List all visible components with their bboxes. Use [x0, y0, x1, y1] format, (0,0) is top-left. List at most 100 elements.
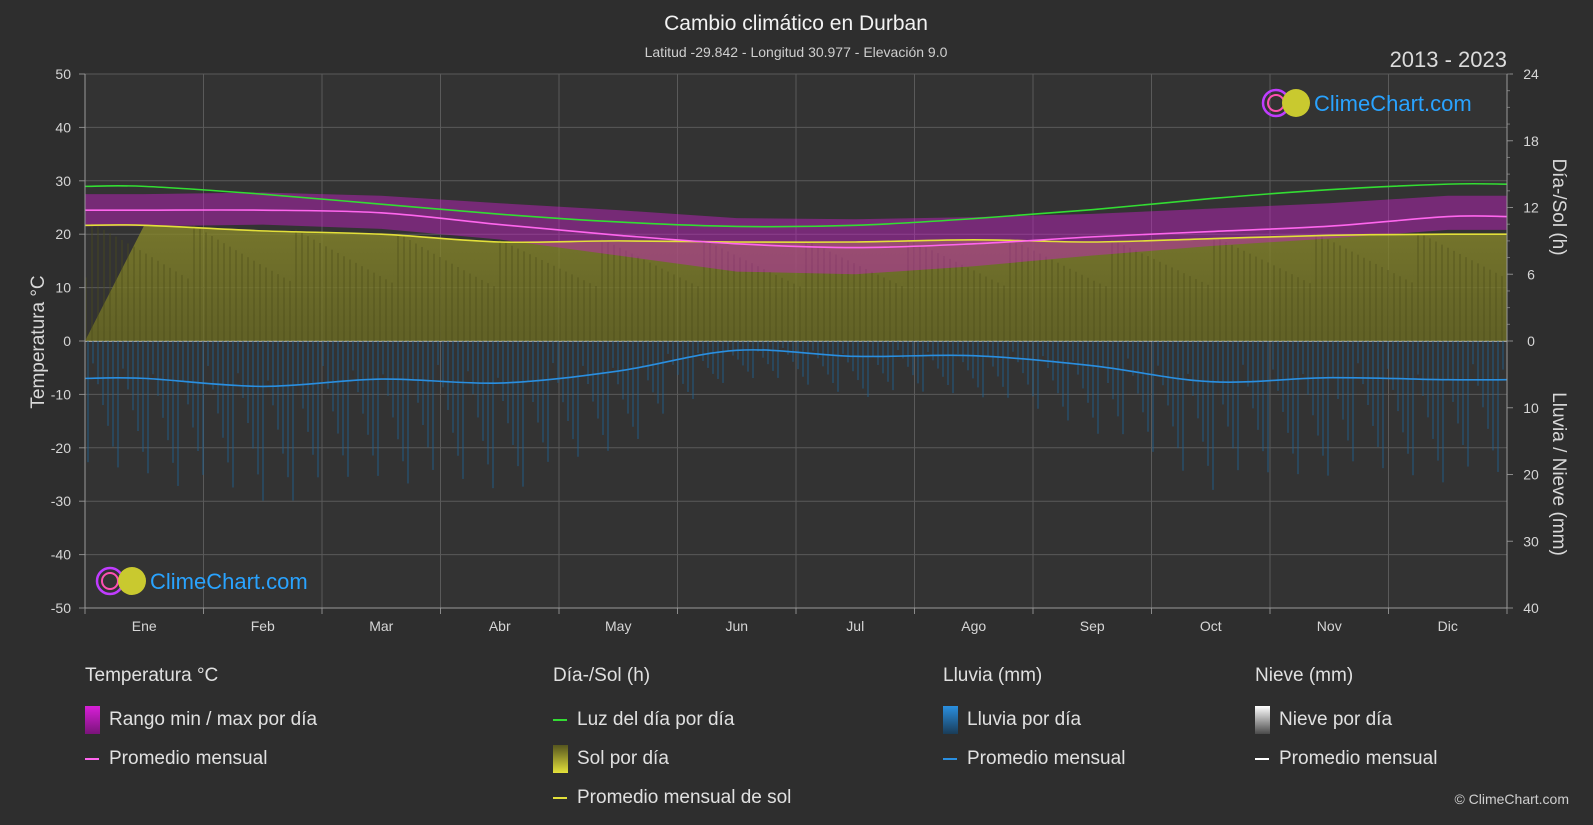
rain-bar	[1447, 341, 1449, 381]
rain-bar	[932, 341, 934, 361]
rain-bar	[802, 341, 804, 377]
sunshine-stripe	[1477, 263, 1479, 341]
rain-bar	[357, 341, 359, 393]
rain-bar	[947, 341, 949, 385]
rain-bar	[1302, 341, 1304, 375]
sunshine-stripe	[1411, 282, 1413, 341]
rain-bar	[637, 341, 639, 439]
sunshine-stripe	[1351, 251, 1353, 341]
rain-bar	[582, 341, 584, 366]
rain-bar	[1107, 341, 1109, 384]
sunshine-stripe	[775, 274, 777, 341]
rain-bar	[1252, 341, 1254, 409]
y-right-top-title: Día-/Sol (h)	[1548, 158, 1569, 255]
sunshine-stripe	[85, 277, 87, 341]
sunshine-stripe	[667, 271, 669, 341]
sunshine-stripe	[1297, 277, 1299, 341]
legend-swatch	[85, 705, 100, 734]
rain-bar	[382, 341, 384, 375]
rain-bar	[92, 341, 94, 364]
sunshine-stripe	[883, 277, 885, 341]
rain-bar	[1117, 341, 1119, 417]
sunshine-stripe	[1447, 247, 1449, 341]
rain-bar	[697, 341, 699, 354]
rain-bar	[272, 341, 274, 406]
brand-text-top: ClimeChart.com	[1314, 91, 1472, 116]
rain-bar	[907, 341, 909, 367]
rain-bar	[247, 341, 249, 424]
sunshine-stripe	[535, 257, 537, 341]
rain-bar	[1477, 341, 1479, 386]
rain-bar	[1012, 341, 1014, 352]
sunshine-stripe	[1495, 272, 1497, 341]
sunshine-stripe	[433, 253, 435, 341]
sunshine-stripe	[1177, 270, 1179, 341]
temperature-range-band	[85, 192, 1507, 275]
sunshine-stripe	[463, 270, 465, 341]
sunshine-stripe	[481, 279, 483, 341]
sunshine-stripe	[913, 241, 915, 341]
y-left-tick-label: -30	[51, 493, 71, 509]
rain-bar	[917, 341, 919, 384]
sunshine-stripe	[271, 270, 273, 341]
copyright: © ClimeChart.com	[1454, 791, 1569, 807]
rain-bar	[317, 341, 319, 478]
sunshine-stripe	[781, 277, 783, 341]
x-tick-label: Dic	[1438, 618, 1458, 634]
rain-bar	[1167, 341, 1169, 406]
sunshine-stripe	[163, 264, 165, 341]
rain-bar	[177, 341, 179, 486]
sunshine-stripe	[265, 267, 267, 341]
sunshine-stripe	[979, 273, 981, 341]
rain-bar	[1237, 341, 1239, 471]
legend-label: Promedio mensual	[1279, 747, 1438, 769]
sunshine-stripe	[217, 239, 219, 341]
y-right-top-tick-label: 24	[1523, 66, 1539, 82]
sunshine-stripe	[1195, 278, 1197, 341]
rain-bar	[1047, 341, 1049, 369]
rain-bar	[972, 341, 974, 379]
sunshine-stripe	[847, 260, 849, 341]
rain-bar	[787, 341, 789, 355]
y-left-tick-label: 50	[55, 66, 71, 82]
rain-bar	[1127, 341, 1129, 359]
y-left-tick-label: -20	[51, 440, 71, 456]
sunshine-stripe	[949, 258, 951, 341]
rain-bar	[1162, 341, 1164, 386]
sunshine-stripe	[439, 257, 441, 341]
sunshine-stripe	[505, 242, 507, 341]
y-left-tick-label: -10	[51, 386, 71, 402]
legend-item: Promedio mensual	[1255, 739, 1437, 778]
sunshine-stripe	[451, 263, 453, 341]
rain-bar	[532, 341, 534, 403]
rain-bar	[1207, 341, 1209, 466]
sunshine-stripe	[151, 257, 153, 341]
y-right-top-tick-label: 0	[1527, 333, 1535, 349]
sunshine-stripe	[193, 225, 195, 341]
y-left-tick-label: 30	[55, 173, 71, 189]
legend-label: Promedio mensual	[967, 747, 1126, 769]
rain-bar	[862, 341, 864, 389]
sunshine-stripe	[367, 269, 369, 341]
rain-bar	[252, 341, 254, 449]
rain-bar	[1472, 341, 1474, 365]
rain-bar	[1172, 341, 1174, 427]
y-right-bottom-title: Lluvia / Nieve (mm)	[1548, 392, 1569, 556]
y-right-top-tick-label: 12	[1523, 200, 1539, 216]
rain-bar	[217, 341, 219, 414]
rain-bar	[607, 341, 609, 451]
sunshine-stripe	[1093, 280, 1095, 341]
rain-bar	[452, 341, 454, 433]
sunshine-stripe	[835, 254, 837, 341]
rain-bar	[1072, 341, 1074, 362]
rain-bar	[1492, 341, 1494, 451]
rain-bar	[882, 341, 884, 374]
sunshine-stripe	[1117, 242, 1119, 341]
sunshine-stripe	[925, 247, 927, 341]
rain-bar	[1197, 341, 1199, 419]
rain-bar	[1192, 341, 1194, 396]
sunshine-stripe	[133, 246, 135, 341]
sunshine-stripe	[661, 268, 663, 341]
y-left-tick-label: 40	[55, 119, 71, 135]
sunshine-stripe	[931, 250, 933, 341]
